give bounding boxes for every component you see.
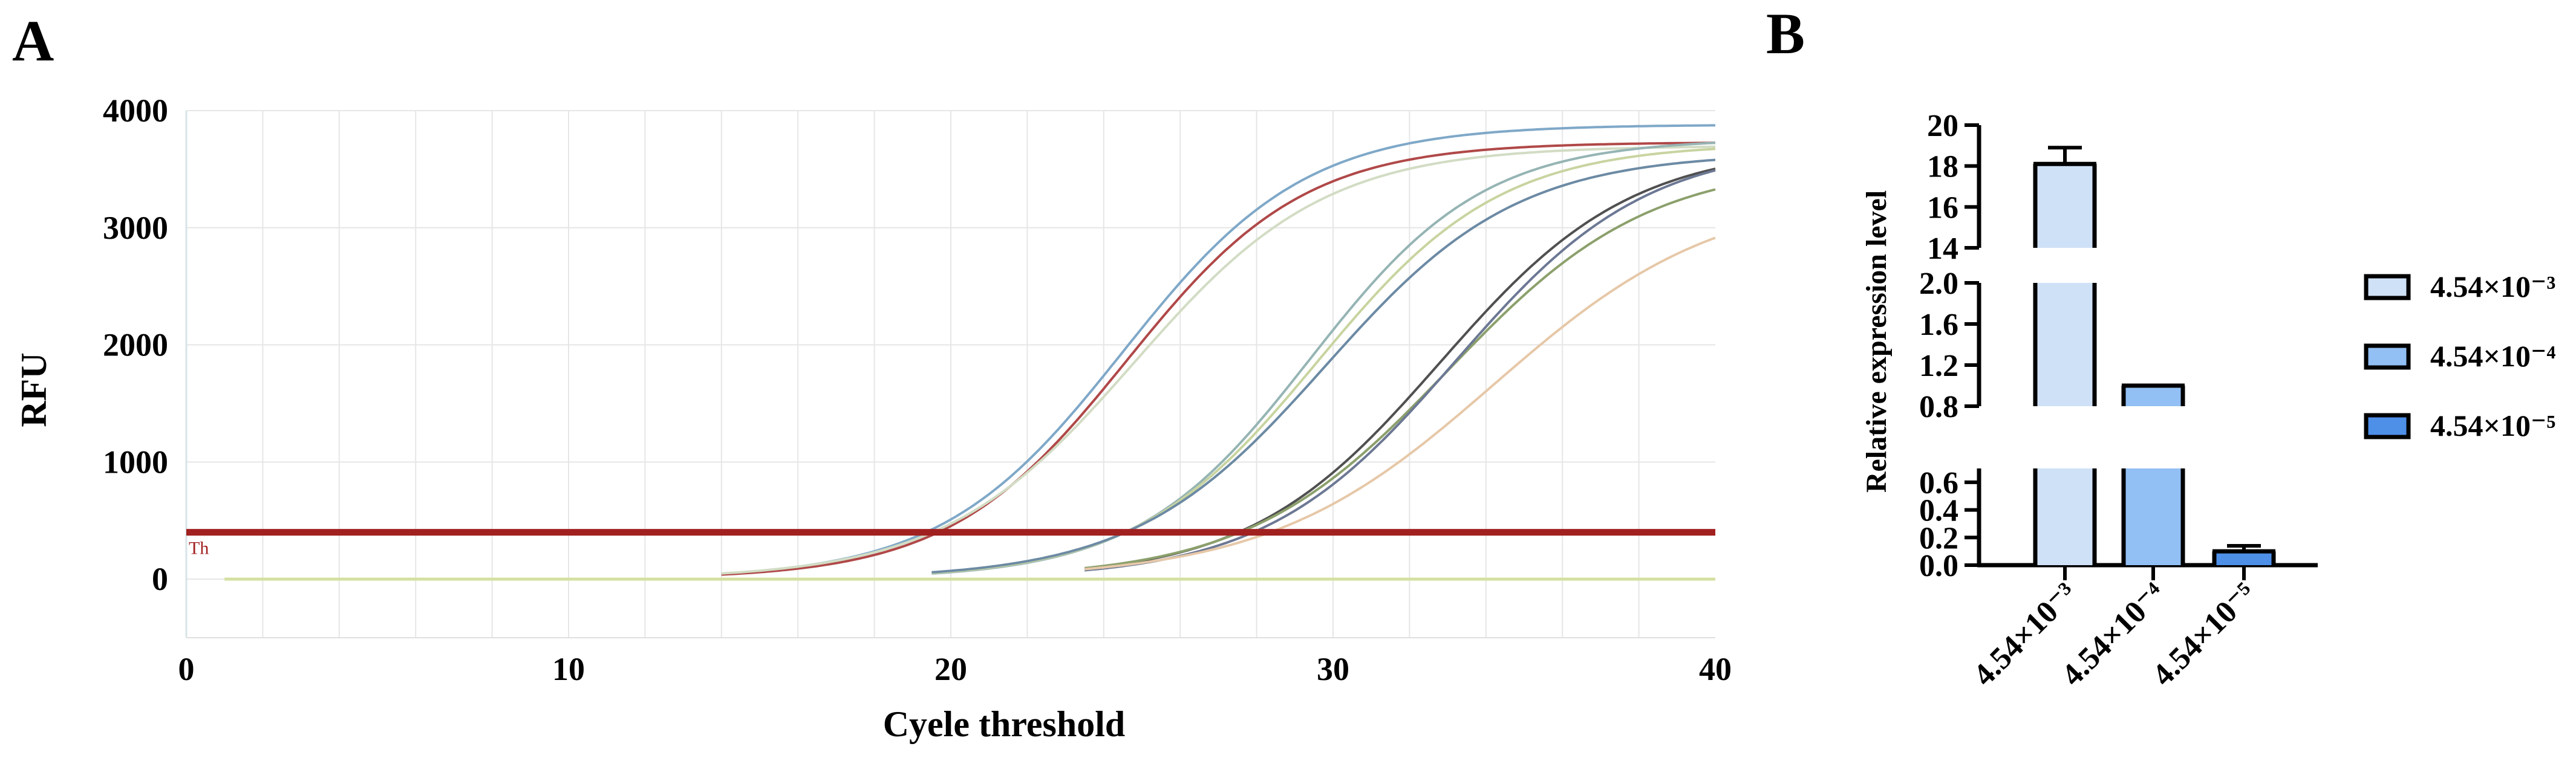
panel-a-x-tick-label: 0 [178,651,195,687]
panel-b-y-tick-label: 0.2 [1919,521,1958,555]
panel-a-y-axis-title: RFU [14,352,54,427]
panel-b-legend: 4.54×10⁻³ 4.54×10⁻⁴ 4.54×10⁻⁵ [2364,270,2555,442]
panel-b-letter: B [1766,1,1805,66]
legend-label-3: 4.54×10⁻⁵ [2430,409,2555,442]
panel-a-x-axis-title: Cyele threshold [883,704,1126,744]
panel-b-y-tick-label: 0.0 [1919,549,1958,583]
amplification-curve-2 [721,141,1715,576]
bar-2-segment [2124,468,2183,565]
panel-b-y-tick-label: 0.6 [1919,466,1958,500]
amplification-curve-7 [1084,167,1716,571]
panel-b-y-tick-label: 0.8 [1919,390,1958,424]
panel-b-y-tick-label: 20 [1927,109,1958,143]
legend-label-1: 4.54×10⁻³ [2430,270,2555,303]
panel-a-y-tick-label: 2000 [103,327,168,363]
legend-label-2: 4.54×10⁻⁴ [2430,339,2555,373]
panel-b-y-tick-label: 14 [1927,232,1958,266]
panel-a-chart: 0 10 20 30 40 0 1000 2000 3000 4000 Th [103,92,1732,687]
panel-a-x-tick-label: 30 [1317,651,1349,687]
panel-a-x-tick-label: 20 [934,651,967,687]
amplification-curve-10 [1084,236,1716,571]
panel-b-y-tick-label: 18 [1927,150,1958,184]
bar-3-segment [2214,551,2274,565]
panel-b-y-tick-label: 1.2 [1919,349,1958,383]
panel-b-y-tick-label: 0.4 [1919,494,1958,528]
panel-a-x-tick-label: 10 [552,651,585,687]
bar-1-segment [2035,468,2095,565]
bar-1-segment [2035,283,2095,406]
legend-swatch-1 [2364,274,2411,300]
legend-swatch-2 [2364,343,2411,370]
amplification-curve-9 [1084,169,1716,572]
panel-b-y-tick-label: 2.0 [1919,267,1958,301]
panel-a-y-tick-label: 3000 [103,210,168,246]
panel-a-y-tick-label: 4000 [103,92,168,129]
threshold-tag: Th [189,539,209,559]
bar-1-segment [2035,164,2095,248]
panel-a-y-tick-label: 0 [152,561,168,597]
bar-2-segment [2124,386,2183,406]
panel-a-letter: A [12,8,54,73]
panel-b-y-tick-label: 1.6 [1919,308,1958,342]
panel-a-x-tick-label: 40 [1699,651,1732,687]
legend-swatch-3 [2364,413,2411,439]
amplification-curve-8 [1084,188,1716,569]
panel-b-y-tick-label: 16 [1927,190,1958,225]
panel-a-y-tick-label: 1000 [103,444,168,480]
amplification-curve-1 [721,124,1715,575]
amplification-curve-6 [931,158,1716,574]
panel-b-y-axis-title: Relative expression level [1860,190,1893,493]
panel-b-chart: 0.00.20.40.60.81.21.62.0141618204.54×10⁻… [1919,109,2318,693]
amplification-curve-3 [721,145,1715,575]
